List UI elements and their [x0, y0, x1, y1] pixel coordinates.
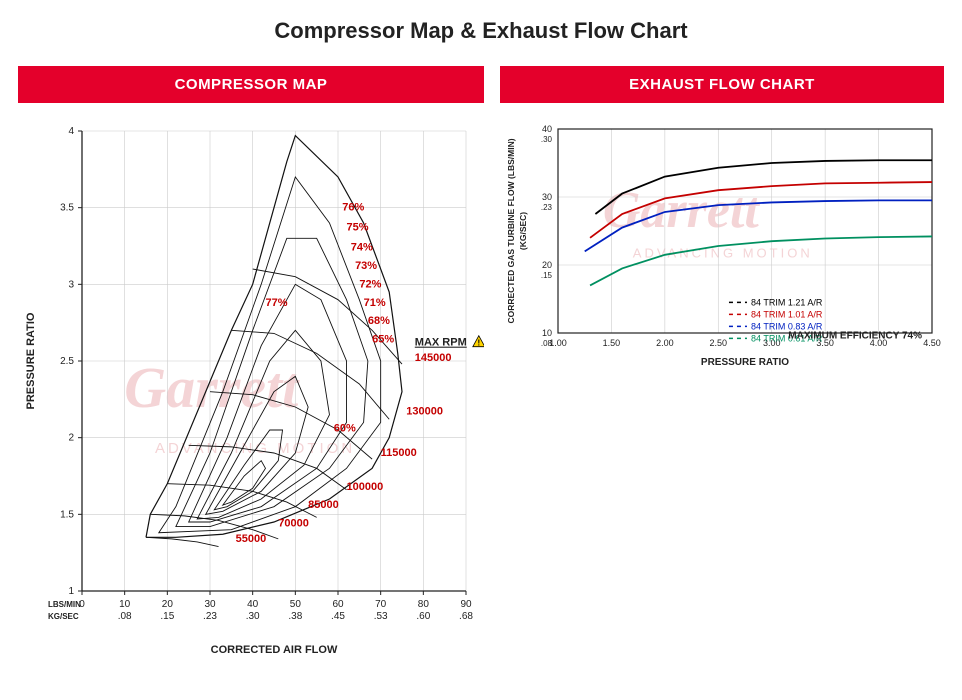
svg-text:74%: 74%	[351, 242, 373, 254]
svg-text:!: !	[477, 339, 480, 348]
svg-text:CORRECTED AIR FLOW: CORRECTED AIR FLOW	[211, 644, 338, 656]
svg-text:80: 80	[418, 599, 430, 610]
svg-text:20: 20	[542, 260, 552, 270]
svg-text:40: 40	[247, 599, 259, 610]
svg-text:90: 90	[460, 599, 472, 610]
svg-text:100000: 100000	[347, 481, 384, 493]
svg-text:.15: .15	[160, 611, 174, 622]
svg-text:30: 30	[542, 192, 552, 202]
chart-columns: COMPRESSOR MAP GarrettADVANCING MOTION01…	[0, 66, 962, 681]
svg-text:.23: .23	[203, 611, 217, 622]
svg-text:3.5: 3.5	[60, 203, 74, 214]
svg-text:.08: .08	[541, 339, 553, 348]
svg-text:KG/SEC: KG/SEC	[48, 612, 79, 621]
svg-text:2.50: 2.50	[710, 338, 728, 348]
svg-text:.60: .60	[416, 611, 430, 622]
svg-text:.30: .30	[541, 135, 553, 144]
svg-text:CORRECTED GAS TURBINE FLOW (LB: CORRECTED GAS TURBINE FLOW (LBS/MIN)	[506, 138, 516, 323]
exhaust-flow-chart: GarrettADVANCING MOTION1.001.502.002.503…	[500, 121, 944, 371]
svg-text:75%: 75%	[347, 222, 369, 234]
svg-text:1.5: 1.5	[60, 509, 74, 520]
svg-text:1.50: 1.50	[603, 338, 621, 348]
svg-text:85000: 85000	[308, 499, 339, 511]
svg-text:2.00: 2.00	[656, 338, 674, 348]
svg-text:10: 10	[119, 599, 131, 610]
svg-text:.53: .53	[374, 611, 388, 622]
svg-text:60: 60	[332, 599, 344, 610]
svg-text:70000: 70000	[278, 518, 309, 530]
svg-text:LBS/MIN: LBS/MIN	[48, 600, 81, 609]
svg-text:3: 3	[68, 279, 74, 290]
svg-text:60%: 60%	[334, 423, 356, 435]
svg-text:70: 70	[375, 599, 387, 610]
svg-text:Garrett: Garrett	[124, 355, 300, 420]
svg-text:.38: .38	[288, 611, 302, 622]
svg-text:77%: 77%	[265, 297, 287, 309]
svg-text:84 TRIM 1.01 A/R: 84 TRIM 1.01 A/R	[751, 309, 823, 319]
svg-text:.08: .08	[118, 611, 132, 622]
svg-text:4: 4	[68, 126, 74, 137]
svg-text:40: 40	[542, 124, 552, 134]
svg-text:73%: 73%	[355, 260, 377, 272]
svg-text:55000: 55000	[236, 533, 267, 545]
svg-text:.15: .15	[541, 271, 553, 280]
compressor-map-panel: COMPRESSOR MAP GarrettADVANCING MOTION01…	[18, 66, 484, 661]
svg-text:1: 1	[68, 586, 74, 597]
exhaust-flow-header: EXHAUST FLOW CHART	[500, 66, 944, 103]
svg-text:115000: 115000	[381, 447, 417, 459]
svg-text:71%: 71%	[364, 297, 386, 309]
svg-text:50: 50	[290, 599, 302, 610]
svg-text:20: 20	[162, 599, 174, 610]
svg-text:65%: 65%	[372, 334, 394, 346]
svg-text:ADVANCING MOTION: ADVANCING MOTION	[633, 246, 813, 261]
svg-text:MAXIMUM EFFICIENCY 74%: MAXIMUM EFFICIENCY 74%	[788, 330, 922, 341]
svg-text:145000: 145000	[415, 352, 452, 364]
svg-text:72%: 72%	[359, 278, 381, 290]
svg-text:10: 10	[542, 328, 552, 338]
svg-text:PRESSURE RATIO: PRESSURE RATIO	[701, 357, 789, 368]
svg-text:4.50: 4.50	[923, 338, 941, 348]
svg-text:2: 2	[68, 433, 74, 444]
svg-text:2.5: 2.5	[60, 356, 74, 367]
compressor-map-chart: GarrettADVANCING MOTION010.0820.1530.234…	[18, 121, 484, 661]
svg-text:.23: .23	[541, 203, 553, 212]
svg-text:.68: .68	[459, 611, 473, 622]
svg-text:76%: 76%	[342, 202, 364, 214]
svg-text:(KG/SEC): (KG/SEC)	[518, 212, 528, 250]
compressor-map-header: COMPRESSOR MAP	[18, 66, 484, 103]
svg-text:.30: .30	[246, 611, 260, 622]
svg-text:130000: 130000	[406, 406, 443, 418]
svg-text:68%: 68%	[368, 315, 390, 327]
svg-text:MAX RPM: MAX RPM	[415, 337, 467, 349]
exhaust-flow-panel: EXHAUST FLOW CHART GarrettADVANCING MOTI…	[500, 66, 944, 661]
svg-text:.45: .45	[331, 611, 345, 622]
svg-text:84 TRIM 1.21 A/R: 84 TRIM 1.21 A/R	[751, 297, 823, 307]
svg-text:30: 30	[204, 599, 216, 610]
svg-text:PRESSURE RATIO: PRESSURE RATIO	[25, 312, 37, 409]
page-title: Compressor Map & Exhaust Flow Chart	[0, 0, 962, 66]
